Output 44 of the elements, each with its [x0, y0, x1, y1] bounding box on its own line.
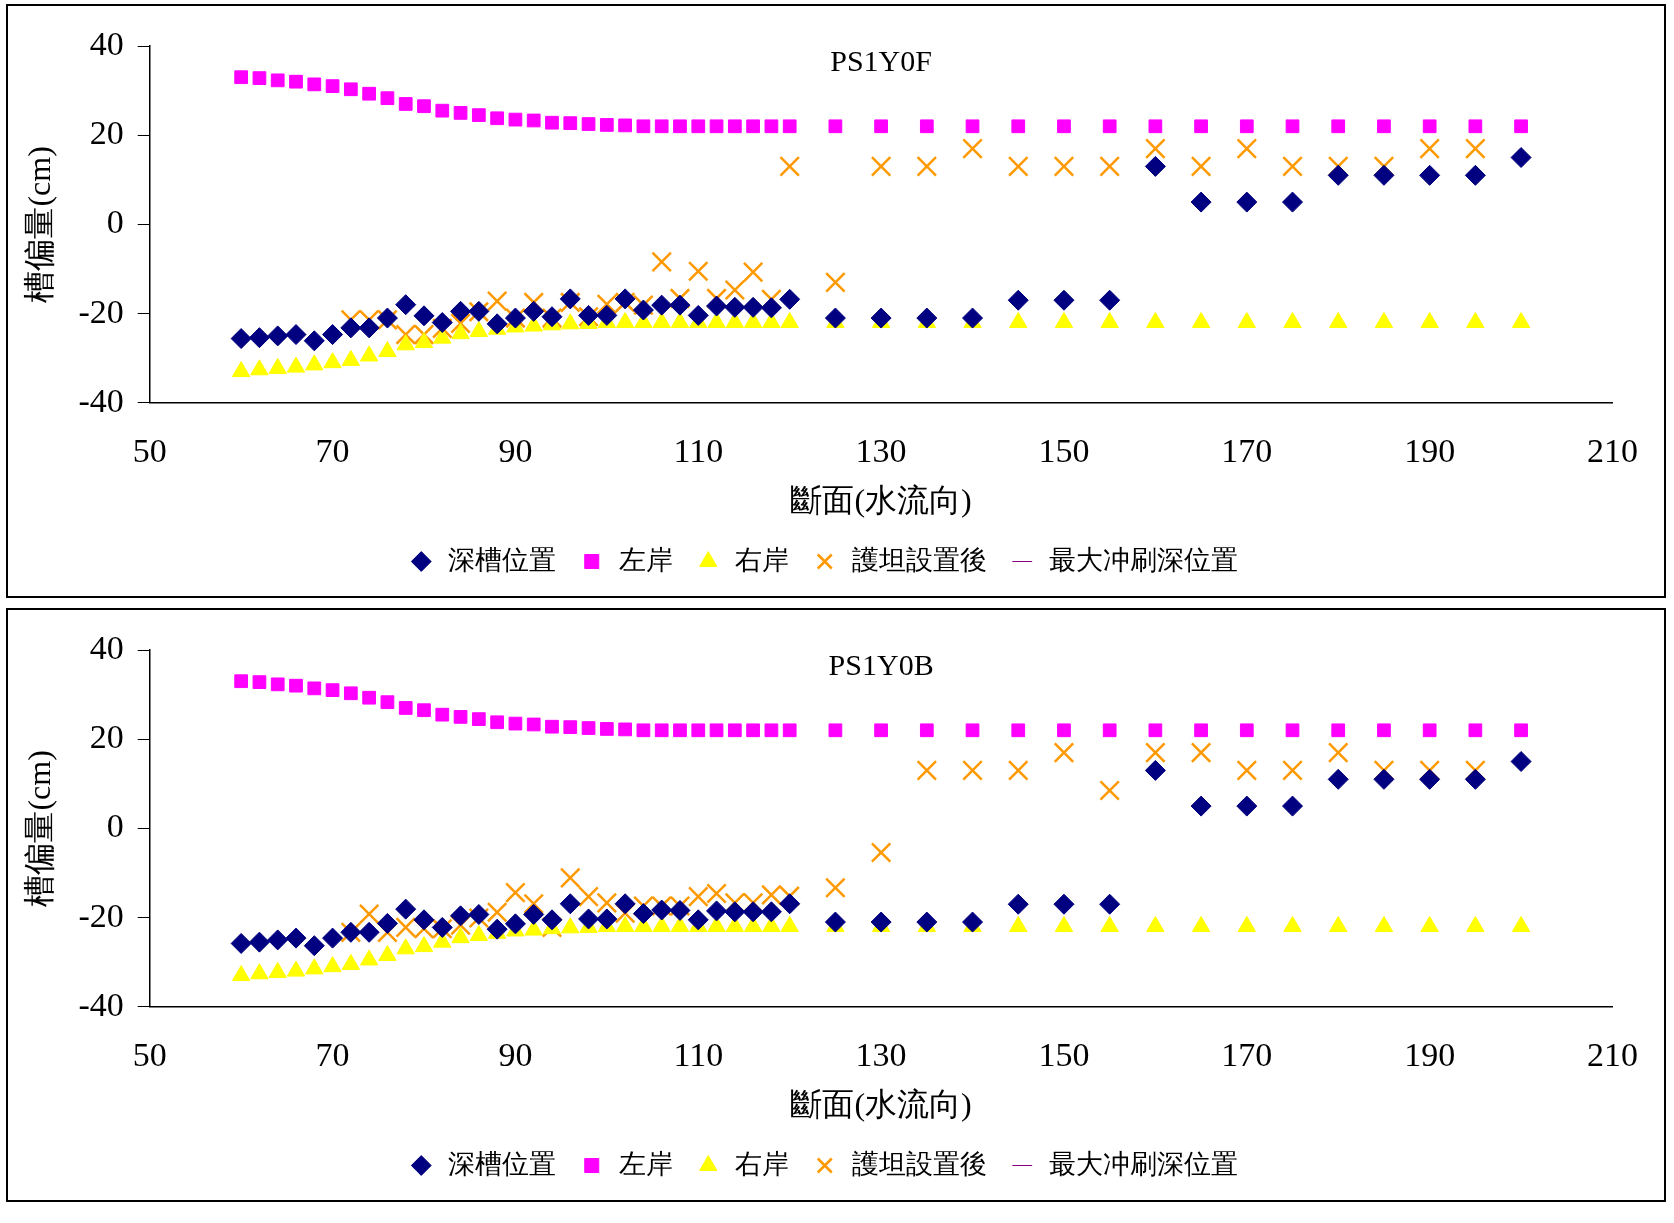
x-tick-label: 90 [498, 432, 533, 470]
chart-title: PS1Y0B [828, 647, 934, 681]
x-axis-title: 斷面(水流向) [790, 482, 972, 519]
y-tick-label: 40 [89, 24, 124, 62]
x-tick-label: 90 [498, 1036, 533, 1074]
legend-label: 護坦設置後 [851, 544, 987, 575]
y-tick-label: 0 [106, 807, 124, 845]
x-tick-label: 130 [855, 432, 907, 470]
x-tick-label: 70 [315, 432, 350, 470]
x-tick-label: 110 [673, 1036, 724, 1074]
x-tick-label: 150 [1038, 1036, 1090, 1074]
x-tick-label: 170 [1221, 432, 1273, 470]
y-tick-label: 20 [89, 114, 124, 152]
x-tick-label: 190 [1404, 1036, 1456, 1074]
x-tick-label: 110 [673, 432, 724, 470]
legend-label: 最大冲刷深位置 [1049, 544, 1239, 575]
x-tick-label: 70 [315, 1036, 350, 1074]
y-tick-label: 20 [89, 718, 124, 756]
legend-label: 最大冲刷深位置 [1049, 1148, 1239, 1179]
legend-label: 護坦設置後 [851, 1148, 987, 1179]
legend-label: 左岸 [618, 1148, 673, 1179]
y-axis-title: 槽偏量(cm) [20, 146, 57, 303]
x-tick-label: 130 [855, 1036, 907, 1074]
y-tick-label: 0 [106, 203, 124, 241]
x-tick-label: 50 [132, 1036, 167, 1074]
legend-label: 深槽位置 [448, 1148, 557, 1179]
x-tick-label: 170 [1221, 1036, 1273, 1074]
legend-label: 深槽位置 [448, 544, 557, 575]
legend-label: 左岸 [618, 544, 673, 575]
y-tick-label: -20 [78, 896, 124, 934]
x-tick-label: 50 [132, 432, 167, 470]
y-tick-label: -20 [78, 292, 124, 330]
x-tick-label: 210 [1587, 432, 1638, 470]
y-tick-label: -40 [78, 985, 124, 1023]
x-tick-label: 190 [1404, 432, 1456, 470]
legend-label: 右岸 [735, 544, 790, 575]
chart-title: PS1Y0F [830, 43, 932, 77]
x-tick-label: 150 [1038, 432, 1090, 470]
y-tick-label: 40 [89, 628, 124, 666]
x-tick-label: 210 [1587, 1036, 1638, 1074]
x-axis-title: 斷面(水流向) [790, 1086, 972, 1123]
y-tick-label: -40 [78, 381, 124, 419]
legend-label: 右岸 [735, 1148, 790, 1179]
y-axis-title: 槽偏量(cm) [20, 750, 57, 907]
